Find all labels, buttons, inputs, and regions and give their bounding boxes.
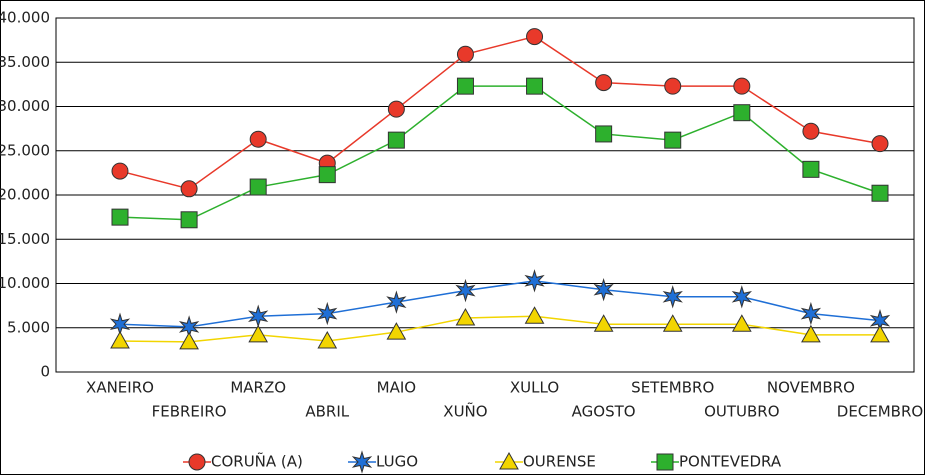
point (179, 331, 199, 350)
series-line (119, 315, 880, 343)
point (664, 131, 682, 149)
point (731, 285, 753, 309)
point (801, 324, 821, 343)
point (870, 324, 890, 343)
x-tick-label: FEBREIRO (152, 403, 227, 421)
point (526, 77, 544, 95)
point (802, 122, 820, 140)
point (317, 331, 338, 349)
x-tick-label: ABRIL (305, 403, 349, 421)
point (111, 162, 129, 180)
point (180, 180, 198, 198)
point (387, 131, 405, 149)
y-tick-label: 35.000 (0, 53, 50, 71)
point (731, 314, 752, 332)
y-tick-label: 25.000 (0, 141, 50, 159)
x-tick-label: XANEIRO (86, 379, 154, 397)
point (386, 322, 407, 340)
legend-marker (351, 450, 373, 474)
point (180, 211, 198, 229)
point (526, 28, 544, 46)
legend-label: OURENSE (523, 453, 596, 471)
y-tick-label: 20.000 (0, 186, 50, 204)
point (249, 130, 267, 148)
point (318, 166, 336, 184)
point (456, 77, 474, 95)
series-line (119, 280, 881, 328)
x-tick-label: DECEMBRO (837, 403, 923, 421)
x-tick-label: XUÑO (443, 402, 487, 421)
y-tick-label: 10.000 (0, 274, 50, 292)
legend-label: LUGO (376, 453, 418, 471)
y-tick-label: 40.000 (0, 9, 50, 27)
plot-area (55, 17, 915, 373)
legend-marker (188, 453, 206, 471)
point (456, 45, 474, 63)
y-tick-label: 15.000 (0, 230, 50, 248)
point (249, 178, 267, 196)
legend-label: PONTEVEDRA (679, 453, 782, 471)
point (733, 77, 751, 95)
point (593, 277, 614, 302)
legend-marker (499, 451, 519, 470)
point (110, 331, 130, 349)
point (317, 301, 338, 326)
point (802, 160, 820, 178)
point (871, 184, 889, 202)
point (595, 125, 613, 143)
x-tick-label: MARZO (230, 379, 286, 397)
point (662, 314, 683, 332)
point (248, 324, 269, 343)
y-tick-label: 30.000 (0, 97, 50, 115)
x-tick-label: OUTUBRO (704, 403, 779, 421)
point (593, 314, 614, 332)
x-tick-label: AGOSTO (572, 403, 636, 421)
point (800, 301, 822, 326)
point (387, 100, 405, 118)
point (664, 77, 682, 95)
point (524, 269, 545, 293)
point (595, 74, 613, 92)
series-line (119, 85, 881, 221)
y-tick-label: 5.000 (7, 318, 50, 336)
point (111, 208, 129, 226)
point (455, 307, 476, 326)
y-tick-label: 0 (40, 363, 50, 381)
series-line (119, 35, 881, 190)
x-tick-label: NOVEMBRO (767, 379, 855, 397)
point (455, 278, 476, 303)
point (524, 306, 545, 324)
point (733, 104, 751, 122)
x-tick-label: MAIO (377, 379, 416, 397)
legend-marker (656, 453, 674, 471)
legend-label: CORUÑA (A) (211, 452, 303, 471)
x-tick-label: XULLO (510, 379, 559, 397)
point (386, 290, 407, 314)
x-tick-label: SETEMBRO (631, 379, 714, 397)
point (871, 135, 889, 153)
point (662, 285, 683, 309)
